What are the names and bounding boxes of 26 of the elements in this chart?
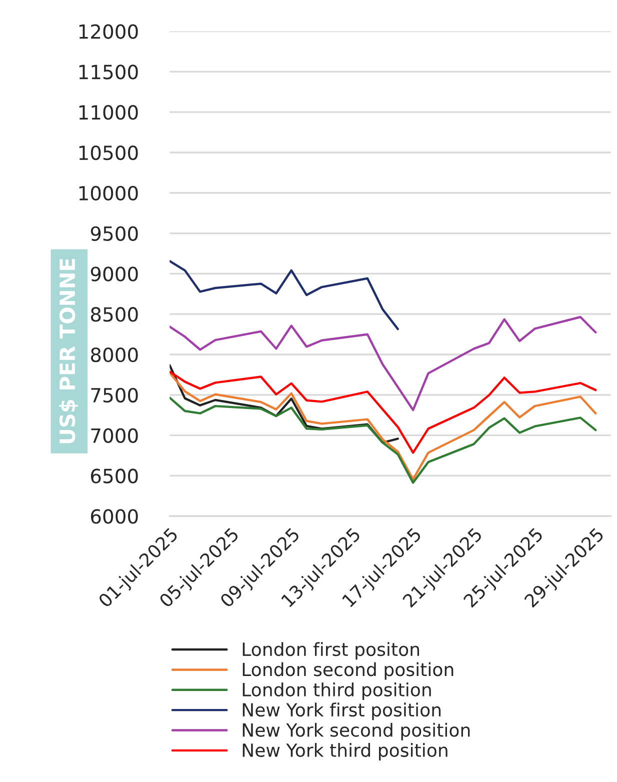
- line-series: [170, 370, 597, 454]
- y-tick-label: 9000: [90, 266, 138, 282]
- legend-label: London first positon: [242, 642, 420, 660]
- line-series: [170, 316, 597, 412]
- line-series: [170, 372, 597, 480]
- y-tick-label: 8000: [90, 347, 138, 362]
- y-tick-label: 11500: [79, 64, 138, 80]
- legend-label: London third position: [242, 682, 431, 700]
- legend-label: London second position: [242, 662, 454, 680]
- line-series: [170, 260, 399, 330]
- y-tick-label: 9500: [90, 226, 138, 241]
- y-tick-label: 12000: [79, 24, 138, 39]
- y-tick-label: 11000: [79, 105, 138, 120]
- y-tick-label: 10500: [79, 145, 138, 160]
- legend-label: New York third position: [242, 743, 448, 761]
- y-tick-label: 7000: [91, 428, 138, 443]
- y-tick-label: 6500: [90, 468, 138, 484]
- y-tick-label: 8500: [90, 307, 138, 322]
- line-series: [170, 364, 399, 444]
- legend-label: New York second position: [242, 722, 470, 740]
- y-tick-label: 10000: [79, 186, 138, 201]
- line-series: [170, 396, 597, 484]
- y-tick-label: 7500: [91, 388, 138, 403]
- y-tick-label: 6000: [90, 509, 138, 524]
- y-axis-title: US$ PER TONNE: [59, 259, 78, 444]
- legend-label: New York first position: [242, 702, 441, 720]
